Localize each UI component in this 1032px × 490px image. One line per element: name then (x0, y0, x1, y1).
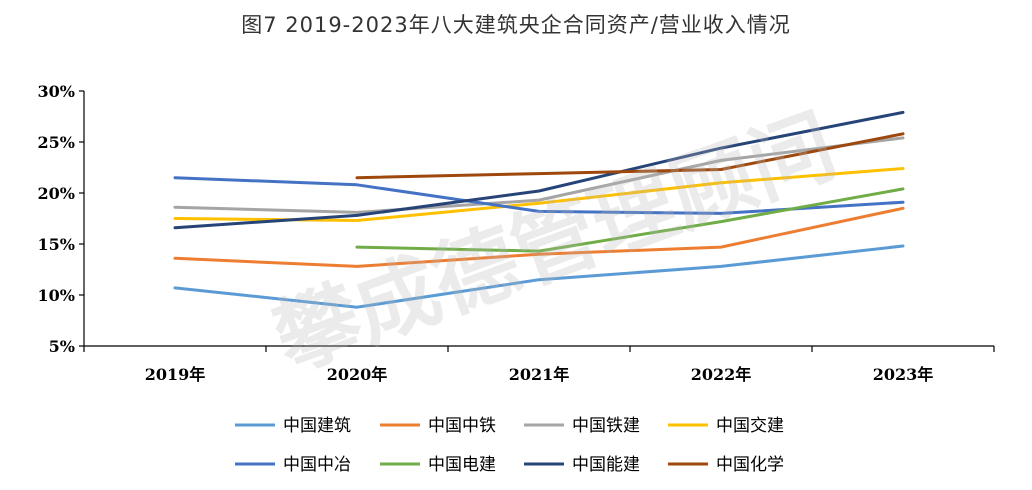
legend-label: 中国中冶 (283, 455, 351, 475)
legend-label: 中国建筑 (283, 416, 351, 436)
x-tick-label: 2019年 (145, 365, 206, 384)
legend-label: 中国化学 (716, 455, 784, 475)
y-tick-label: 20% (38, 184, 75, 203)
series-line-6 (355, 187, 905, 253)
y-tick-label: 5% (49, 337, 75, 356)
series-line-8 (355, 132, 905, 180)
y-tick-label: 10% (38, 286, 75, 305)
plot-area: 5% 10% 15% 20% 25% 30% 2019年 2020年 2021年 2022年 202… (38, 82, 995, 384)
legend-label: 中国电建 (428, 455, 496, 475)
series-line-1 (173, 244, 905, 309)
series-line-2 (173, 206, 905, 268)
y-tick-label: 25% (38, 133, 75, 152)
legend-label: 中国交建 (716, 416, 784, 436)
x-tick-label: 2022年 (691, 365, 752, 384)
y-tick-label: 15% (38, 235, 75, 254)
legend-label: 中国中铁 (428, 416, 496, 436)
series-line-3 (173, 136, 905, 214)
watermark: 攀成德管理顾问 (262, 96, 848, 389)
series-line-7 (173, 110, 905, 230)
chart-title: 图7 2019-2023年八大建筑央企合同资产/营业收入情况 (241, 13, 791, 37)
x-tick-label: 2021年 (509, 365, 570, 384)
x-tick-label: 2023年 (873, 365, 934, 384)
y-tick-label: 30% (38, 82, 75, 101)
x-tick-label: 2020年 (327, 365, 388, 384)
legend-label: 中国能建 (572, 455, 640, 475)
legend-label: 中国铁建 (572, 416, 640, 436)
